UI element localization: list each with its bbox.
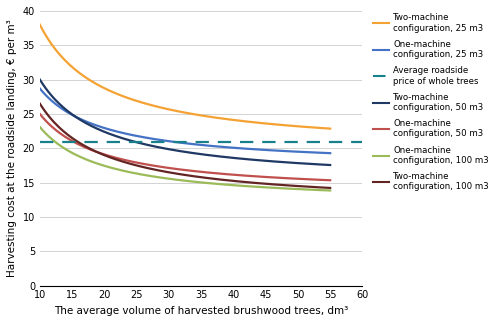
- X-axis label: The average volume of harvested brushwood trees, dm³: The average volume of harvested brushwoo…: [54, 306, 348, 316]
- Legend: Two-machine
configuration, 25 m3, One-machine
configuration, 25 m3, Average road: Two-machine configuration, 25 m3, One-ma…: [370, 10, 492, 195]
- Y-axis label: Harvesting cost at the roadside landing, € per m³: Harvesting cost at the roadside landing,…: [7, 19, 17, 277]
